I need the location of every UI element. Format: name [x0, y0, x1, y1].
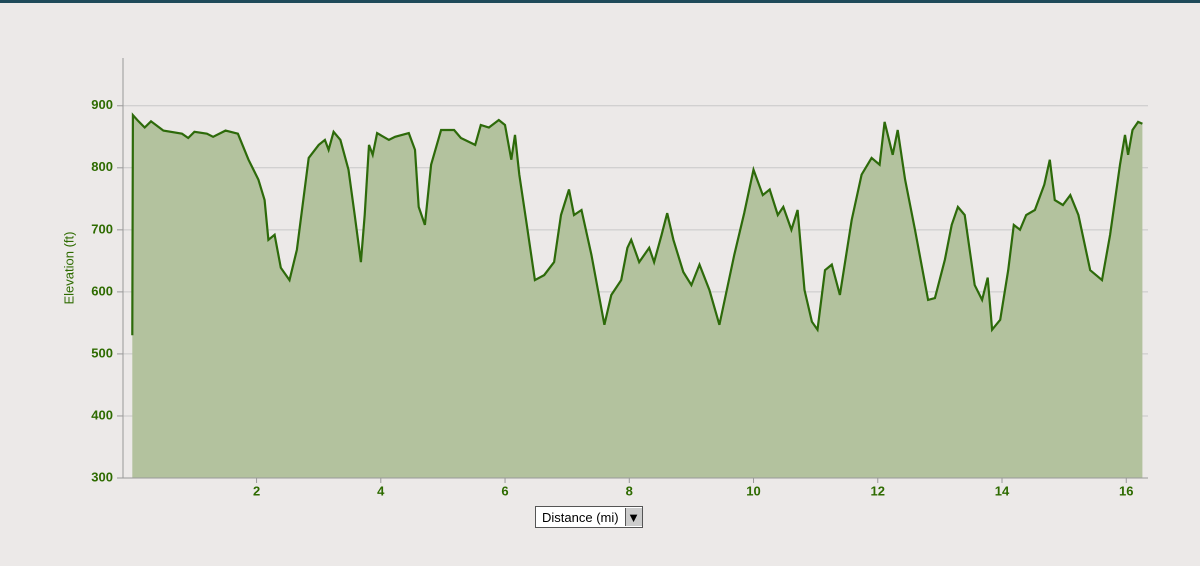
x-tick-label: 12: [871, 483, 885, 498]
y-tick-label: 900: [91, 97, 113, 112]
x-selector-label: Distance (mi): [542, 509, 619, 525]
area-fill: [132, 115, 1143, 478]
y-axis-label: Elevation (ft): [61, 232, 76, 305]
y-tick-label: 600: [91, 283, 113, 298]
x-tick-label: 4: [377, 483, 385, 498]
dropdown-arrow[interactable]: ▼: [624, 508, 642, 526]
y-tick-label: 800: [91, 159, 113, 174]
x-tick-label: 2: [253, 483, 260, 498]
elevation-line: [131, 112, 1143, 336]
x-tick-label: 10: [746, 483, 760, 498]
y-tick-label: 400: [91, 407, 113, 422]
x-tick-label: 8: [626, 483, 633, 498]
x-tick-label: 16: [1119, 483, 1133, 498]
y-tick-label: 300: [91, 469, 113, 484]
x-tick-label: 14: [995, 483, 1010, 498]
y-tick-label: 500: [91, 345, 113, 360]
top-bar: [0, 0, 1200, 3]
y-tick-label: 700: [91, 221, 113, 236]
x-tick-label: 6: [501, 483, 508, 498]
x-selector[interactable]: Distance (mi) ▼: [535, 506, 643, 528]
